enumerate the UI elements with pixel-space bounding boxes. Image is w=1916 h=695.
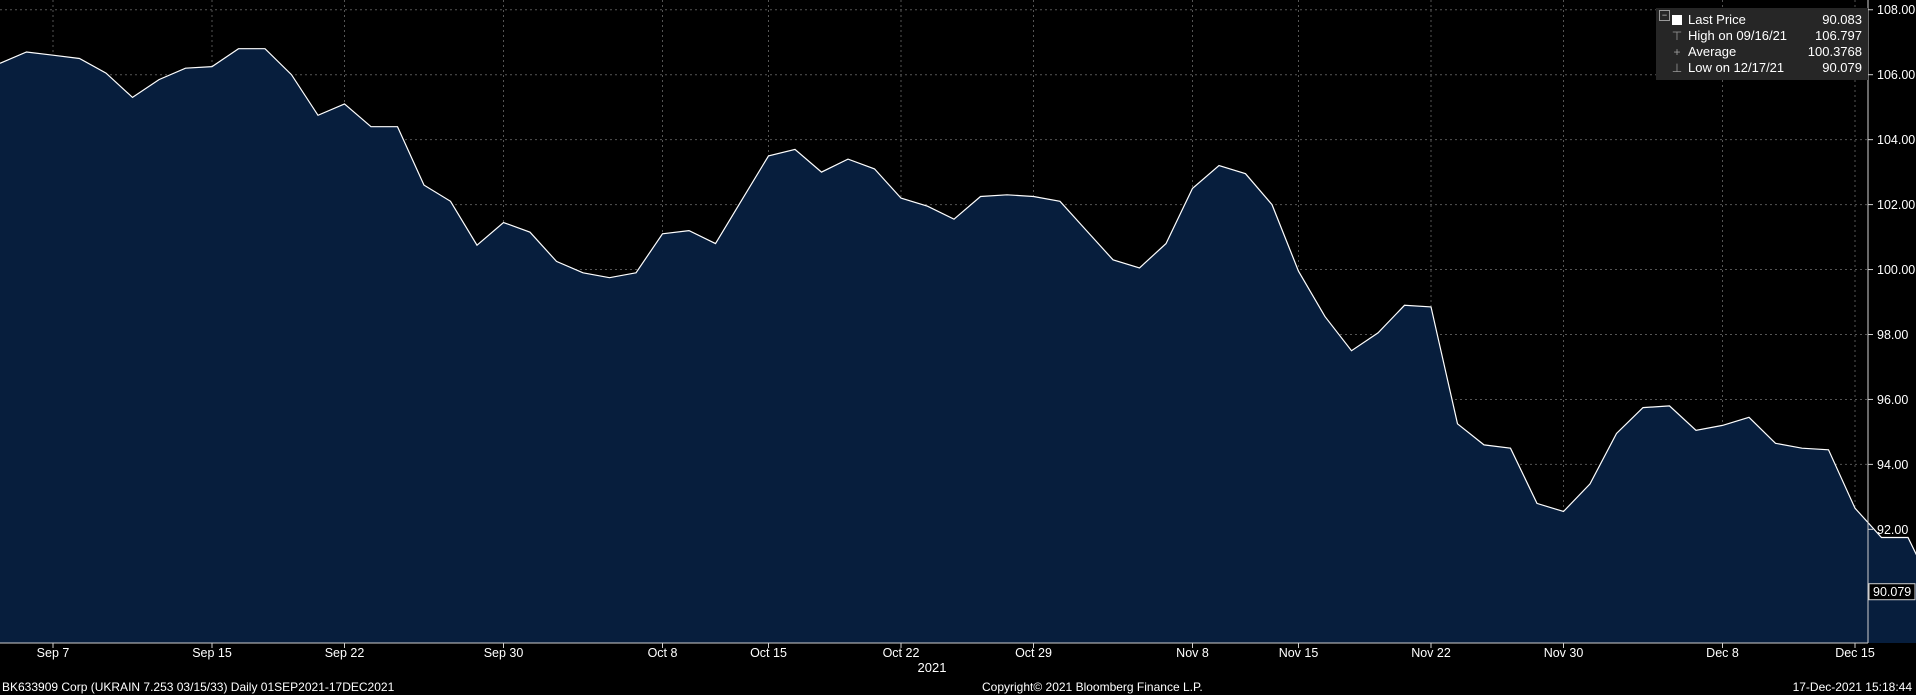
x-tick-label: Sep 15 bbox=[192, 646, 232, 660]
x-tick-label: Dec 15 bbox=[1835, 646, 1875, 660]
legend-collapse-icon[interactable]: − bbox=[1659, 10, 1670, 21]
chart-axes bbox=[0, 0, 1869, 644]
x-tick-label: Nov 30 bbox=[1544, 646, 1584, 660]
y-tick-label: 94.00 bbox=[1877, 458, 1908, 472]
x-tick-label: Oct 15 bbox=[750, 646, 787, 660]
legend-row-last-price: Last Price 90.083 bbox=[1656, 12, 1868, 28]
x-tick-label: Sep 22 bbox=[325, 646, 365, 660]
y-tick-label: 102.00 bbox=[1877, 198, 1915, 212]
y-tick-label: 100.00 bbox=[1877, 263, 1915, 277]
x-tick-label: Sep 7 bbox=[37, 646, 70, 660]
low-marker-icon: ⊥ bbox=[1671, 61, 1683, 75]
last-price-swatch-icon bbox=[1672, 15, 1682, 25]
x-tick-label: Oct 22 bbox=[883, 646, 920, 660]
last-value-box bbox=[1868, 583, 1916, 601]
chart-legend: − Last Price 90.083 ⊤ High on 09/16/21 1… bbox=[1656, 8, 1868, 80]
price-area bbox=[0, 48, 1916, 643]
x-tick-label: Dec 8 bbox=[1706, 646, 1739, 660]
price-line bbox=[0, 48, 1916, 556]
y-axis-ticks: 92.00 94.00 96.00 98.00 100.00 102.00 104.00 10… bbox=[1868, 3, 1915, 537]
y-tick-label: 108.00 bbox=[1877, 3, 1915, 17]
legend-row-low: ⊥ Low on 12/17/21 90.079 bbox=[1671, 60, 1862, 75]
x-axis-ticks: Sep 7 Sep 15 Sep 22 Sep 30 Oct 8 Oct 15 Oct 22… bbox=[37, 643, 1875, 660]
legend-row-high: ⊤ High on 09/16/21 106.797 bbox=[1671, 28, 1862, 43]
x-tick-label: Sep 30 bbox=[484, 646, 524, 660]
y-tick-label: 106.00 bbox=[1877, 68, 1915, 82]
footer-security-info: BK633909 Corp (UKRAIN 7.253 03/15/33) Da… bbox=[2, 680, 395, 694]
last-value-marker: 90.079 bbox=[1868, 583, 1916, 601]
average-marker-icon: + bbox=[1673, 45, 1681, 59]
footer-timestamp: 17-Dec-2021 15:18:44 bbox=[1792, 680, 1912, 694]
y-tick-label: 92.00 bbox=[1877, 523, 1908, 537]
x-tick-label: Nov 15 bbox=[1279, 646, 1319, 660]
y-tick-label: 104.00 bbox=[1877, 133, 1915, 147]
y-tick-label: 98.00 bbox=[1877, 328, 1908, 342]
footer-copyright: Copyright© 2021 Bloomberg Finance L.P. bbox=[982, 680, 1203, 694]
high-marker-icon: ⊤ bbox=[1671, 29, 1683, 43]
last-value-label: 90.079 bbox=[1873, 585, 1911, 599]
x-tick-label: Oct 29 bbox=[1015, 646, 1052, 660]
x-tick-label: Nov 8 bbox=[1176, 646, 1209, 660]
legend-row-average: + Average 100.3768 bbox=[1656, 44, 1868, 60]
x-tick-label: Oct 8 bbox=[648, 646, 678, 660]
x-tick-label: Nov 22 bbox=[1411, 646, 1451, 660]
y-tick-label: 96.00 bbox=[1877, 393, 1908, 407]
